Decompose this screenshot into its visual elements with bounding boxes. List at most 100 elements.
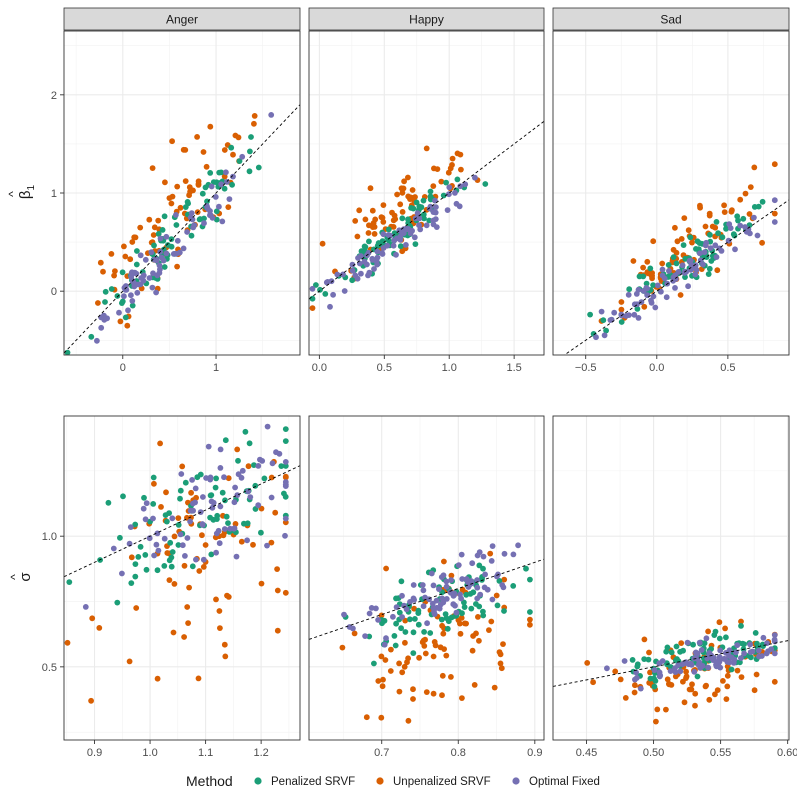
point-optimal [374,254,381,261]
point-penalized [690,641,696,648]
point-penalized [366,238,372,245]
point-unpenalized [195,182,202,188]
point-unpenalized [647,669,653,676]
point-unpenalized [702,683,709,690]
point-optimal [679,262,686,269]
point-optimal [178,471,185,477]
point-unpenalized [632,682,638,689]
point-unpenalized [238,538,245,545]
point-optimal [474,577,480,583]
point-optimal [373,605,379,612]
point-optimal [749,648,756,655]
point-optimal [403,606,410,613]
point-optimal [205,443,212,450]
point-unpenalized [422,650,429,657]
point-unpenalized [455,617,462,623]
point-optimal [184,535,191,541]
point-optimal [121,293,127,300]
point-optimal [709,655,716,662]
point-unpenalized [251,113,258,119]
y-axis-title-beta1: β1 ^ [6,184,37,199]
point-optimal [685,283,691,290]
x-tick-label: 1.0 [442,362,457,374]
point-optimal [433,224,440,231]
point-unpenalized [371,231,378,237]
point-unpenalized [181,562,188,569]
point-unpenalized [339,644,346,651]
point-optimal [193,556,199,563]
point-penalized [210,179,217,186]
point-penalized [398,625,404,632]
point-unpenalized [430,690,437,697]
point-optimal [417,226,424,233]
point-unpenalized [397,201,404,208]
point-optimal [424,620,430,627]
point-unpenalized [174,183,181,190]
point-unpenalized [663,706,669,713]
y-tick-label: 2 [51,90,57,102]
point-penalized [476,562,483,569]
point-unpenalized [712,224,719,231]
point-optimal [169,515,176,522]
point-unpenalized [188,489,195,496]
point-unpenalized [319,240,326,247]
point-penalized [246,440,253,447]
point-unpenalized [217,625,223,631]
y-tick-label: 1 [51,188,57,200]
point-unpenalized [486,627,492,633]
point-penalized [108,286,115,292]
point-unpenalized [166,577,173,583]
point-unpenalized [653,718,659,725]
point-optimal [390,242,397,249]
point-unpenalized [181,634,188,640]
point-penalized [510,583,517,589]
point-optimal [341,288,348,294]
point-optimal [208,183,215,190]
gridlines [64,31,300,355]
point-unpenalized [405,174,411,181]
point-penalized [173,222,180,228]
point-penalized [184,199,191,205]
point-optimal [157,235,164,242]
point-unpenalized [117,318,124,325]
point-unpenalized [111,272,117,279]
point-penalized [161,213,168,220]
point-optimal [375,617,381,623]
point-unpenalized [430,653,437,660]
point-optimal [341,611,347,618]
point-unpenalized [491,684,498,691]
point-optimal [150,515,156,522]
point-optimal [751,214,757,221]
point-penalized [228,144,235,151]
point-penalized [164,518,170,525]
point-optimal [232,484,239,491]
point-optimal [309,285,316,292]
point-penalized [600,317,607,324]
point-penalized [114,293,121,299]
point-optimal [82,604,89,610]
points [309,145,489,311]
point-penalized [182,204,189,211]
point-unpenalized [224,592,230,599]
point-unpenalized [753,671,760,678]
x-tick-label: 0.0 [649,362,664,374]
point-unpenalized [443,652,450,659]
point-unpenalized [681,699,688,706]
legend-key-unpenalized [376,777,384,785]
point-unpenalized [618,299,625,305]
point-optimal [672,285,678,291]
point-penalized [278,463,285,469]
point-optimal [515,542,521,549]
point-optimal [663,294,670,301]
point-optimal [127,524,134,530]
point-optimal [383,635,389,642]
point-unpenalized [112,268,118,274]
point-penalized [242,428,249,435]
point-unpenalized [399,669,406,676]
point-penalized [141,494,147,501]
point-penalized [102,288,109,295]
point-penalized [399,215,406,222]
point-unpenalized [590,679,596,686]
points [587,161,778,341]
point-optimal [430,209,437,216]
